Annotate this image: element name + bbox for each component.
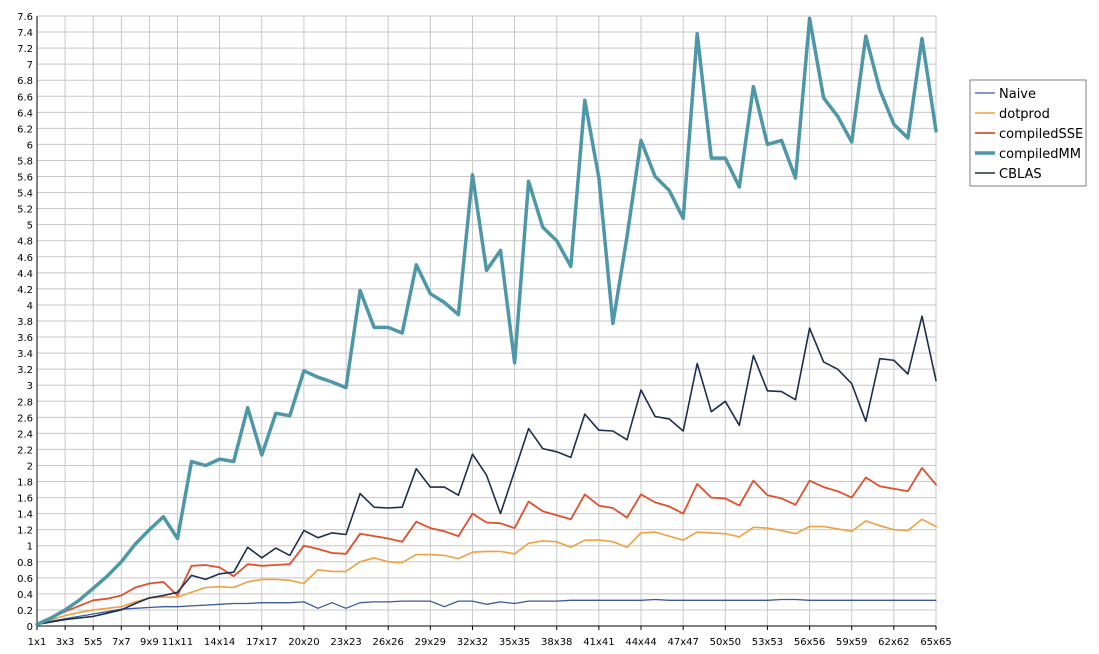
y-tick-label: 5.4 <box>17 189 33 200</box>
x-tick-label: 56x56 <box>794 637 825 648</box>
x-tick-label: 53x53 <box>752 637 783 648</box>
series-lines <box>35 16 938 627</box>
x-tick-label: 44x44 <box>625 637 656 648</box>
legend-label-compiledMM: compiledMM <box>999 147 1081 162</box>
y-tick-label: 6.8 <box>17 76 33 87</box>
y-tick-label: 6 <box>27 140 33 151</box>
y-tick-label: 4.2 <box>17 285 33 296</box>
x-tick-label: 38x38 <box>541 637 572 648</box>
y-tick-label: 2.8 <box>17 397 33 408</box>
legend: Naive dotprod compiledSSE compiledMM CBLAS <box>969 79 1087 187</box>
x-tick-label: 9x9 <box>140 637 159 648</box>
legend-label-CBLAS: CBLAS <box>999 167 1042 182</box>
y-tick-label: 3.8 <box>17 317 33 328</box>
y-tick-label: 3 <box>27 381 33 392</box>
y-tick-label: 6.2 <box>17 124 33 135</box>
x-tick-label: 50x50 <box>710 637 741 648</box>
x-tick-label: 35x35 <box>499 637 530 648</box>
x-tick-label: 7x7 <box>112 637 131 648</box>
y-tick-label: 5.6 <box>17 173 33 184</box>
x-tick-label: 11x11 <box>162 637 193 648</box>
y-tick-label: 1.8 <box>17 478 33 489</box>
y-tick-label: 5.2 <box>17 205 33 216</box>
x-tick-label: 14x14 <box>204 637 235 648</box>
y-tick-label: 5.8 <box>17 156 33 167</box>
series-line-CBLAS <box>36 315 937 626</box>
x-tick-label: 29x29 <box>415 637 446 648</box>
y-tick-label: 4 <box>27 301 33 312</box>
y-tick-label: 2 <box>27 461 33 472</box>
y-tick-label: 2.6 <box>17 413 33 424</box>
x-tick-label: 65x65 <box>920 637 951 648</box>
y-tick-label: 2.4 <box>17 429 33 440</box>
x-tick-label: 20x20 <box>288 637 319 648</box>
y-tick-label: 7.6 <box>17 12 33 23</box>
x-tick-label: 32x32 <box>457 637 488 648</box>
y-tick-label: 6.4 <box>17 108 33 119</box>
x-tick-label: 59x59 <box>836 637 867 648</box>
y-tick-label: 3.2 <box>17 365 33 376</box>
y-tick-label: 1.6 <box>17 494 33 505</box>
series-line-dotprod <box>36 518 937 626</box>
y-tick-label: 6.6 <box>17 92 33 103</box>
y-tick-label: 5 <box>27 221 33 232</box>
x-tick-label: 17x17 <box>246 637 277 648</box>
series-line-compiledMM <box>35 16 938 627</box>
series-line-compiledSSE <box>36 466 937 626</box>
y-tick-label: 0 <box>27 622 33 633</box>
x-tick-label: 62x62 <box>878 637 909 648</box>
y-tick-label: 7.2 <box>17 44 33 55</box>
y-tick-label: 3.4 <box>17 349 33 360</box>
y-tick-label: 0.8 <box>17 558 33 569</box>
x-tick-label: 47x47 <box>667 637 698 648</box>
y-tick-label: 0.4 <box>17 590 33 601</box>
y-tick-labels: 0 0.2 0.4 0.6 0.8 1 1.2 1.4 1.6 1.8 2 2.2 2.4 2.6 2.8 3… <box>17 12 33 633</box>
legend-label-Naive: Naive <box>999 87 1036 102</box>
y-tick-label: 2.2 <box>17 445 33 456</box>
legend-label-dotprod: dotprod <box>999 107 1050 122</box>
axes <box>36 16 936 627</box>
y-tick-label: 4.6 <box>17 253 33 264</box>
x-tick-label: 23x23 <box>330 637 361 648</box>
y-tick-label: 7.4 <box>17 28 33 39</box>
x-tick-label: 26x26 <box>372 637 403 648</box>
y-tick-label: 3.6 <box>17 333 33 344</box>
y-tick-label: 1 <box>27 542 33 553</box>
y-tick-label: 7 <box>27 60 33 71</box>
y-tick-label: 4.8 <box>17 237 33 248</box>
legend-label-compiledSSE: compiledSSE <box>999 127 1083 142</box>
y-tick-label: 1.4 <box>17 510 33 521</box>
x-tick-label: 5x5 <box>84 637 103 648</box>
y-tick-label: 0.2 <box>17 606 33 617</box>
x-tick-label: 41x41 <box>583 637 614 648</box>
x-tick-labels: 1x1 3x3 5x5 7x7 9x9 11x11 14x14 17x17 20x20 23x23… <box>28 637 952 648</box>
y-tick-label: 1.2 <box>17 526 33 537</box>
y-tick-label: 0.6 <box>17 574 33 585</box>
x-tick-label: 3x3 <box>56 637 75 648</box>
series-line-Naive <box>36 598 937 626</box>
x-tick-label: 1x1 <box>28 637 47 648</box>
y-tick-label: 4.4 <box>17 269 33 280</box>
